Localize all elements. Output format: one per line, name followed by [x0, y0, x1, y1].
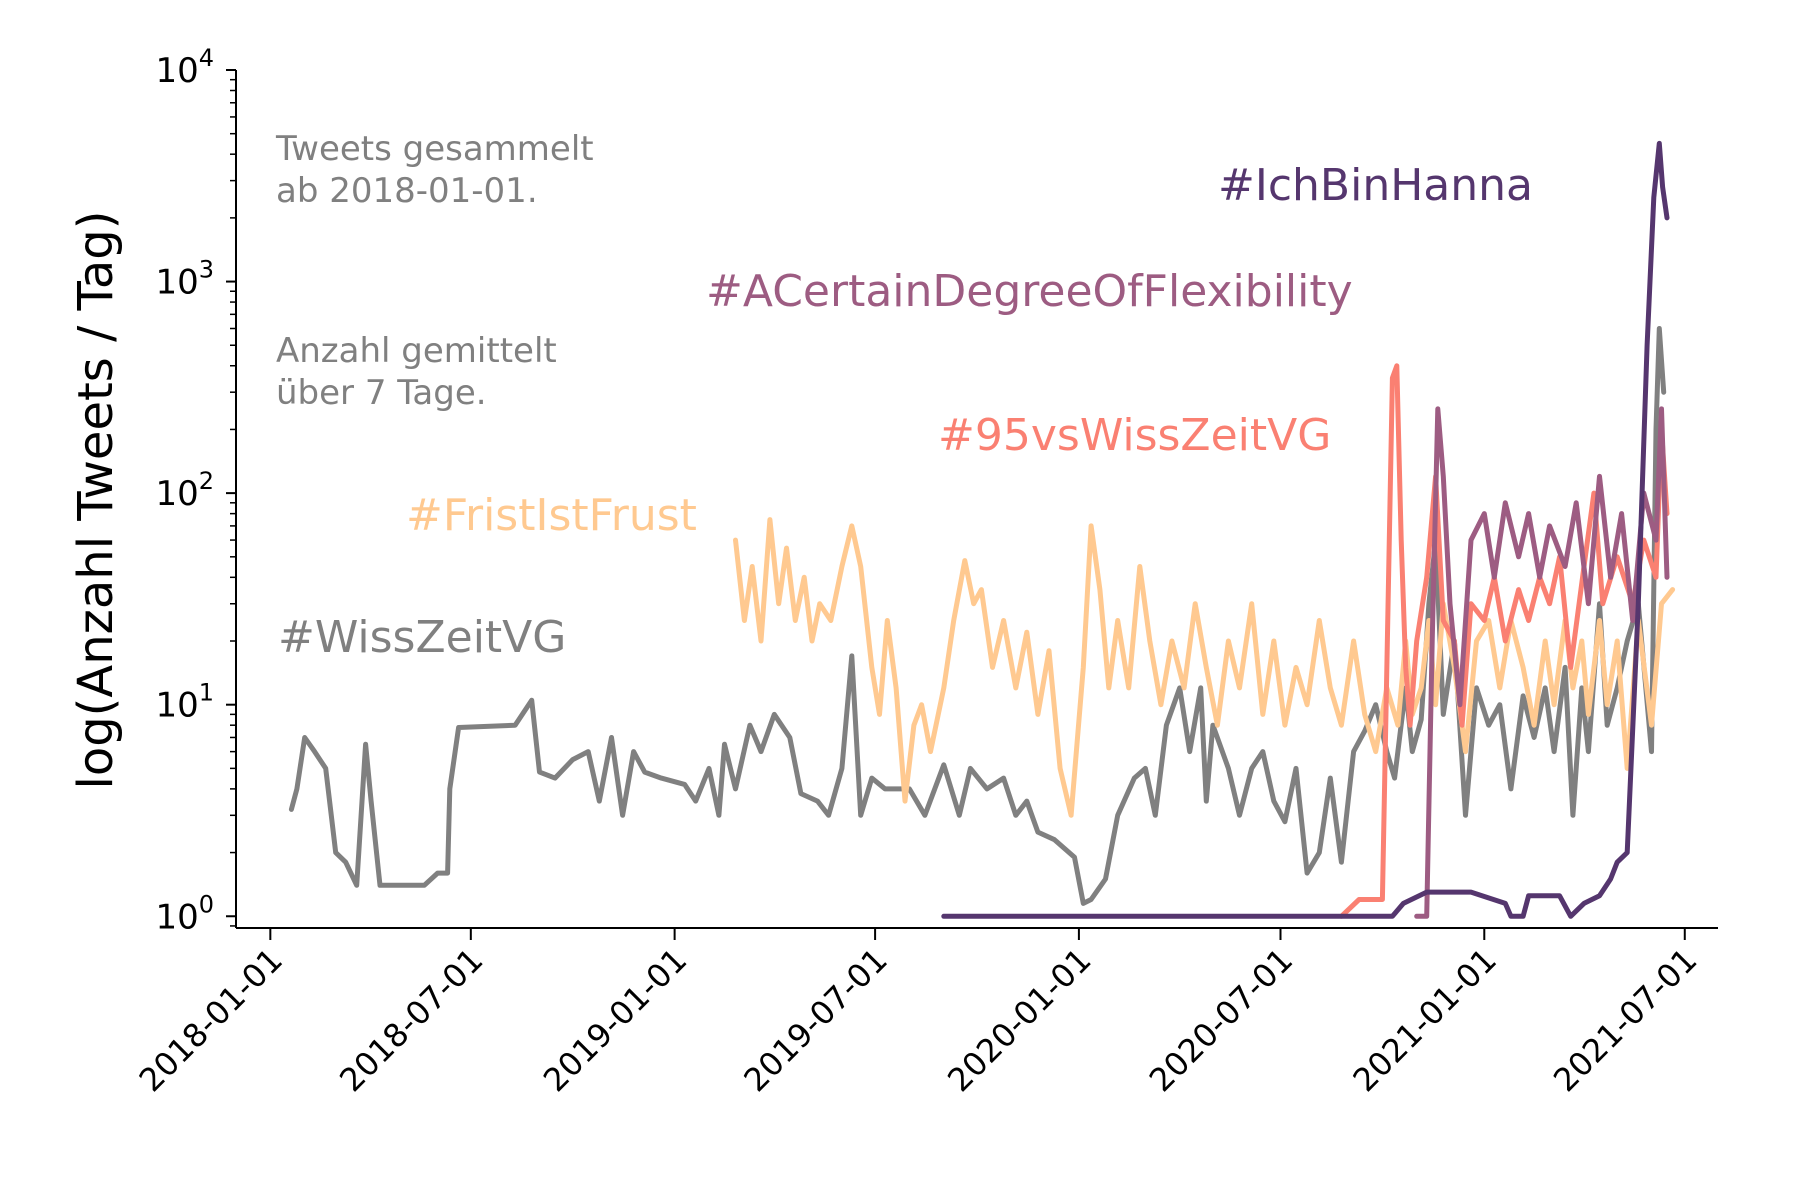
- series-label-2: #95vsWissZeitVG: [938, 410, 1331, 461]
- series-line-1: [733, 517, 1676, 818]
- series-label-0: #WissZeitVG: [278, 612, 566, 663]
- y-tick-label-2: 102: [155, 467, 214, 514]
- x-tick-label-3: 2019-07-01: [736, 941, 894, 1099]
- x-tick-label-2: 2019-01-01: [536, 941, 694, 1099]
- axes: [226, 69, 1718, 940]
- y-tick-label-0: 100: [155, 890, 214, 937]
- x-tick-label-6: 2021-01-01: [1346, 941, 1504, 1099]
- annotation-1-line-0: Anzahl gemittelt: [276, 331, 557, 371]
- annotation-1-line-1: über 7 Tage.: [276, 373, 487, 413]
- x-tick-label-4: 2020-01-01: [940, 941, 1098, 1099]
- y-tick-label-4: 104: [155, 44, 214, 91]
- x-tick-label-1: 2018-07-01: [332, 941, 490, 1099]
- y-axis-label: log(Anzahl Tweets / Tag): [68, 211, 124, 790]
- series-line-4: [941, 140, 1670, 919]
- annotation-0-line-0: Tweets gesammelt: [275, 129, 594, 169]
- y-tick-label-1: 101: [155, 679, 214, 726]
- series-line-3: [1414, 406, 1670, 919]
- annotation-0-line-1: ab 2018-01-01.: [276, 171, 538, 211]
- plot-lines: [288, 140, 1676, 919]
- x-tick-label-0: 2018-01-01: [132, 941, 290, 1099]
- series-label-4: #IchBinHanna: [1218, 160, 1533, 211]
- x-tick-label-7: 2021-07-01: [1546, 941, 1704, 1099]
- series-label-1: #FristIstFrust: [406, 490, 697, 541]
- y-tick-label-3: 103: [155, 256, 214, 303]
- series-line-0: [288, 326, 1667, 906]
- labels: 100 101 102 103 104 2018-01-01 2018-07-01 2019-…: [68, 44, 1704, 1099]
- series-label-3: #ACertainDegreeOfFlexibility: [706, 266, 1353, 317]
- x-tick-label-5: 2020-07-01: [1142, 941, 1300, 1099]
